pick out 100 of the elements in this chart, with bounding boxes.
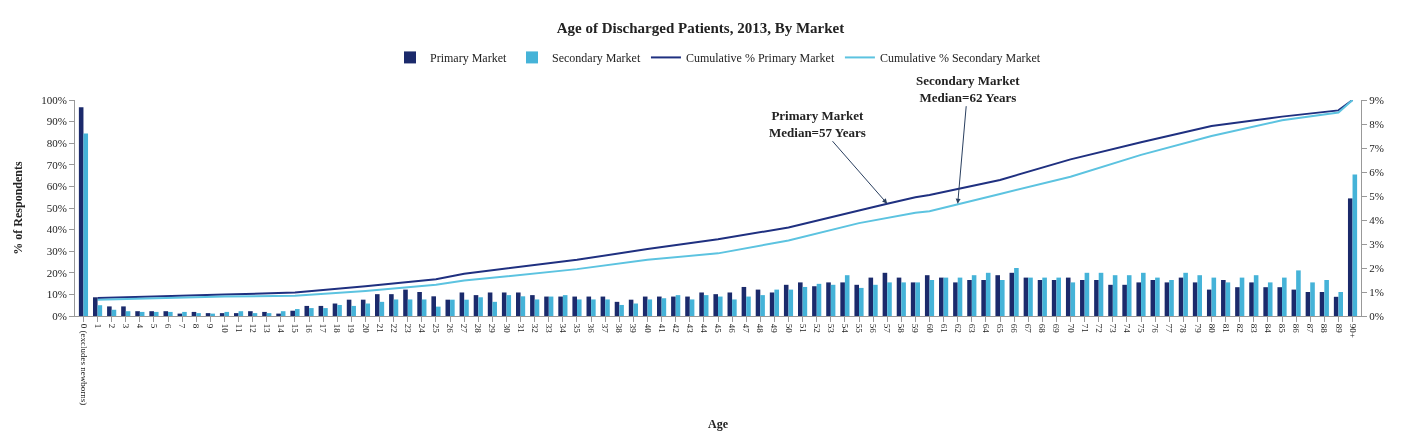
x-tick-label: 39 bbox=[628, 323, 639, 334]
y2-tick-label: 4% bbox=[1369, 213, 1384, 226]
x-tick-label: 40 bbox=[642, 323, 653, 334]
bar bbox=[280, 311, 286, 316]
x-tick-label: 75 bbox=[1136, 323, 1147, 334]
x-tick-label: 79 bbox=[1192, 323, 1203, 334]
bar bbox=[967, 280, 972, 316]
y2-tick-label: 3% bbox=[1369, 237, 1384, 250]
x-tick-label: 87 bbox=[1305, 323, 1316, 334]
x-tick-label: 70 bbox=[1065, 323, 1076, 334]
x-tick-label: 77 bbox=[1164, 323, 1175, 334]
x-tick-label: 9 bbox=[205, 323, 216, 329]
annotation: Primary Market Median=57 Years bbox=[769, 108, 866, 140]
bar bbox=[1263, 287, 1268, 316]
x-tick-label: 73 bbox=[1107, 323, 1118, 334]
x-tick-label: 43 bbox=[684, 323, 695, 334]
x-tick-label: 18 bbox=[332, 323, 343, 334]
bar bbox=[403, 289, 408, 316]
bar bbox=[1338, 292, 1344, 316]
x-tick-label: 15 bbox=[290, 323, 301, 334]
bar bbox=[219, 313, 225, 316]
bar bbox=[365, 303, 371, 316]
bar bbox=[887, 282, 892, 316]
bar bbox=[915, 282, 920, 316]
bar bbox=[1197, 275, 1203, 316]
x-tick-label: 34 bbox=[557, 323, 568, 334]
bar bbox=[671, 296, 676, 316]
bar bbox=[854, 284, 860, 316]
chart-title: Age of Discharged Patients, 2013, By Market bbox=[556, 19, 845, 36]
x-tick-label: 22 bbox=[388, 323, 399, 333]
bar bbox=[760, 295, 765, 316]
bar bbox=[1206, 289, 1212, 316]
bar bbox=[619, 304, 624, 316]
bar bbox=[576, 299, 582, 316]
bar bbox=[294, 309, 300, 316]
bar bbox=[121, 306, 126, 316]
bar bbox=[1169, 280, 1174, 316]
x-tick-label: 10 bbox=[219, 323, 230, 334]
y2-tick-label: 6% bbox=[1369, 165, 1384, 178]
x-tick-label: 80 bbox=[1206, 323, 1217, 334]
x-tick-label: 30 bbox=[501, 323, 512, 334]
x-tick-label: 50 bbox=[783, 323, 794, 334]
bar bbox=[591, 299, 596, 316]
x-tick-label: 31 bbox=[515, 323, 526, 333]
x-tick-label: 72 bbox=[1093, 323, 1104, 333]
bar bbox=[252, 313, 258, 316]
x-tick-label: 13 bbox=[261, 323, 272, 334]
bar bbox=[262, 311, 267, 316]
x-tick-label: 81 bbox=[1220, 323, 1231, 333]
bar bbox=[1347, 198, 1353, 316]
bar bbox=[1221, 280, 1226, 316]
bar bbox=[210, 313, 215, 316]
bar bbox=[685, 296, 690, 316]
bar bbox=[1277, 287, 1283, 316]
x-tick-label: 48 bbox=[755, 323, 766, 334]
bar bbox=[97, 305, 103, 316]
y-tick-label: 50% bbox=[46, 201, 67, 214]
bar bbox=[224, 311, 230, 316]
y-tick-label: 0% bbox=[52, 309, 67, 322]
y2-tick-label: 7% bbox=[1369, 141, 1384, 154]
y-tick-label: 30% bbox=[46, 245, 67, 258]
x-tick-label: 74 bbox=[1122, 323, 1133, 334]
bar bbox=[375, 294, 380, 316]
x-tick-label: 85 bbox=[1277, 323, 1288, 334]
x-tick-label: 68 bbox=[1037, 323, 1048, 334]
x-tick-label: 5 bbox=[149, 323, 160, 329]
bar bbox=[163, 311, 169, 316]
x-tick-label: 14 bbox=[275, 323, 286, 334]
x-tick-label: 67 bbox=[1023, 323, 1034, 334]
bar bbox=[492, 301, 497, 316]
bar bbox=[450, 299, 455, 316]
x-tick-label: 64 bbox=[980, 323, 991, 334]
x-tick-label: 60 bbox=[924, 323, 935, 334]
bar bbox=[135, 311, 140, 316]
y-tick-label: 40% bbox=[46, 223, 67, 236]
bar bbox=[1028, 277, 1033, 316]
bar bbox=[1042, 277, 1047, 316]
y-tick-label: 80% bbox=[46, 137, 67, 150]
y-tick-label: 60% bbox=[46, 180, 67, 193]
y-axis-title: % of Respondents bbox=[11, 161, 26, 255]
x-tick-label: 46 bbox=[727, 323, 738, 334]
x-tick-label: 0 (excludes newborns) bbox=[78, 323, 89, 406]
x-tick-label: 76 bbox=[1150, 323, 1161, 334]
x-tick-label: 7 bbox=[177, 323, 188, 329]
x-tick-label: 59 bbox=[910, 323, 921, 334]
bar bbox=[1136, 282, 1142, 316]
bar bbox=[699, 292, 704, 316]
x-tick-label: 6 bbox=[163, 323, 174, 329]
y-tick-label: 20% bbox=[46, 266, 67, 279]
x-tick-label: 63 bbox=[966, 323, 977, 334]
x-tick-label: 84 bbox=[1263, 323, 1274, 334]
y2-tick-label: 8% bbox=[1369, 117, 1384, 130]
y2-tick-label: 0% bbox=[1369, 309, 1384, 322]
bar bbox=[323, 308, 328, 316]
bar bbox=[1155, 277, 1160, 316]
bar bbox=[1249, 282, 1254, 316]
y-tick-label: 90% bbox=[46, 115, 67, 128]
x-tick-label: 69 bbox=[1051, 323, 1062, 334]
bar bbox=[746, 296, 751, 316]
x-tick-label: 23 bbox=[402, 323, 413, 334]
